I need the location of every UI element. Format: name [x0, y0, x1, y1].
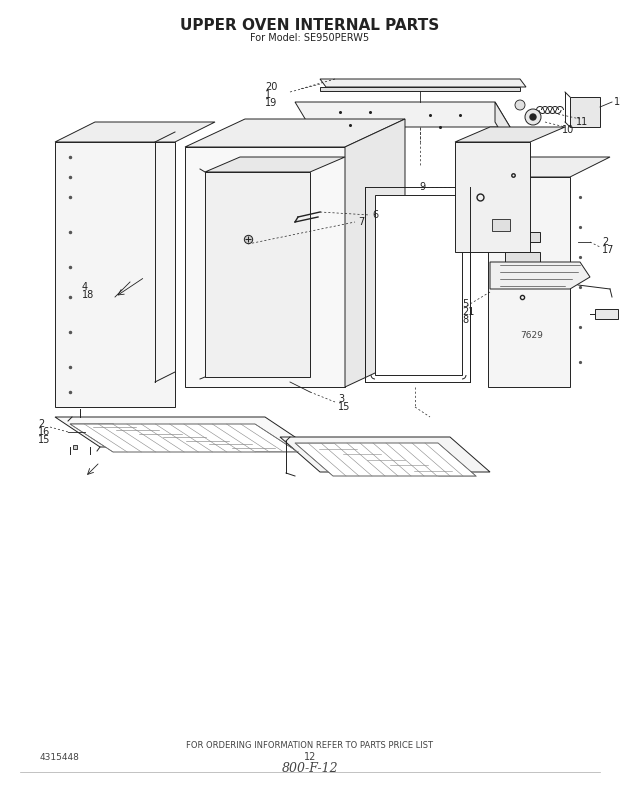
- Text: 4315448: 4315448: [40, 752, 80, 762]
- Text: 11: 11: [576, 117, 588, 127]
- Polygon shape: [295, 443, 476, 476]
- Text: 18: 18: [82, 290, 94, 300]
- Polygon shape: [570, 97, 600, 127]
- Text: 800-F-12: 800-F-12: [281, 763, 339, 775]
- Polygon shape: [70, 424, 298, 452]
- FancyBboxPatch shape: [492, 219, 510, 231]
- Text: FOR ORDERING INFORMATION REFER TO PARTS PRICE LIST: FOR ORDERING INFORMATION REFER TO PARTS …: [187, 741, 433, 749]
- Polygon shape: [455, 142, 530, 252]
- Text: 6: 6: [372, 210, 378, 220]
- Text: 20: 20: [265, 82, 277, 92]
- Polygon shape: [55, 142, 175, 407]
- Polygon shape: [205, 157, 345, 172]
- Text: 7: 7: [358, 217, 365, 227]
- Polygon shape: [55, 122, 215, 142]
- Polygon shape: [185, 147, 345, 387]
- Polygon shape: [345, 119, 405, 387]
- Text: 3: 3: [338, 394, 344, 404]
- Polygon shape: [488, 157, 610, 177]
- Polygon shape: [505, 252, 540, 262]
- Text: 2: 2: [38, 419, 44, 429]
- Text: 12: 12: [304, 752, 316, 762]
- Text: 1: 1: [265, 90, 271, 100]
- Text: For Model: SE950PERW5: For Model: SE950PERW5: [250, 33, 370, 43]
- Text: 2: 2: [602, 237, 608, 247]
- Polygon shape: [295, 102, 510, 127]
- Text: 15: 15: [38, 435, 50, 445]
- Circle shape: [515, 100, 525, 110]
- Polygon shape: [280, 437, 490, 472]
- Text: 7629: 7629: [520, 331, 543, 339]
- Polygon shape: [595, 309, 618, 319]
- Polygon shape: [375, 195, 462, 375]
- Circle shape: [525, 109, 541, 125]
- Text: 15: 15: [338, 402, 350, 412]
- Polygon shape: [505, 232, 540, 242]
- Polygon shape: [488, 177, 570, 387]
- Text: 8: 8: [462, 315, 468, 325]
- Text: 4: 4: [82, 282, 88, 292]
- Polygon shape: [495, 102, 510, 147]
- Polygon shape: [320, 87, 520, 91]
- Polygon shape: [55, 417, 310, 447]
- Text: 16: 16: [38, 427, 50, 437]
- Text: 5: 5: [462, 299, 468, 309]
- Text: 9: 9: [419, 182, 425, 192]
- Text: 10: 10: [562, 125, 574, 135]
- Text: 21: 21: [462, 307, 474, 317]
- Polygon shape: [205, 172, 310, 377]
- Text: 12: 12: [614, 97, 620, 107]
- Polygon shape: [490, 262, 590, 289]
- Text: UPPER OVEN INTERNAL PARTS: UPPER OVEN INTERNAL PARTS: [180, 17, 440, 32]
- Polygon shape: [320, 79, 526, 87]
- Circle shape: [530, 114, 536, 120]
- Text: 17: 17: [602, 245, 614, 255]
- Polygon shape: [455, 127, 565, 142]
- Text: 19: 19: [265, 98, 277, 108]
- Polygon shape: [185, 119, 405, 147]
